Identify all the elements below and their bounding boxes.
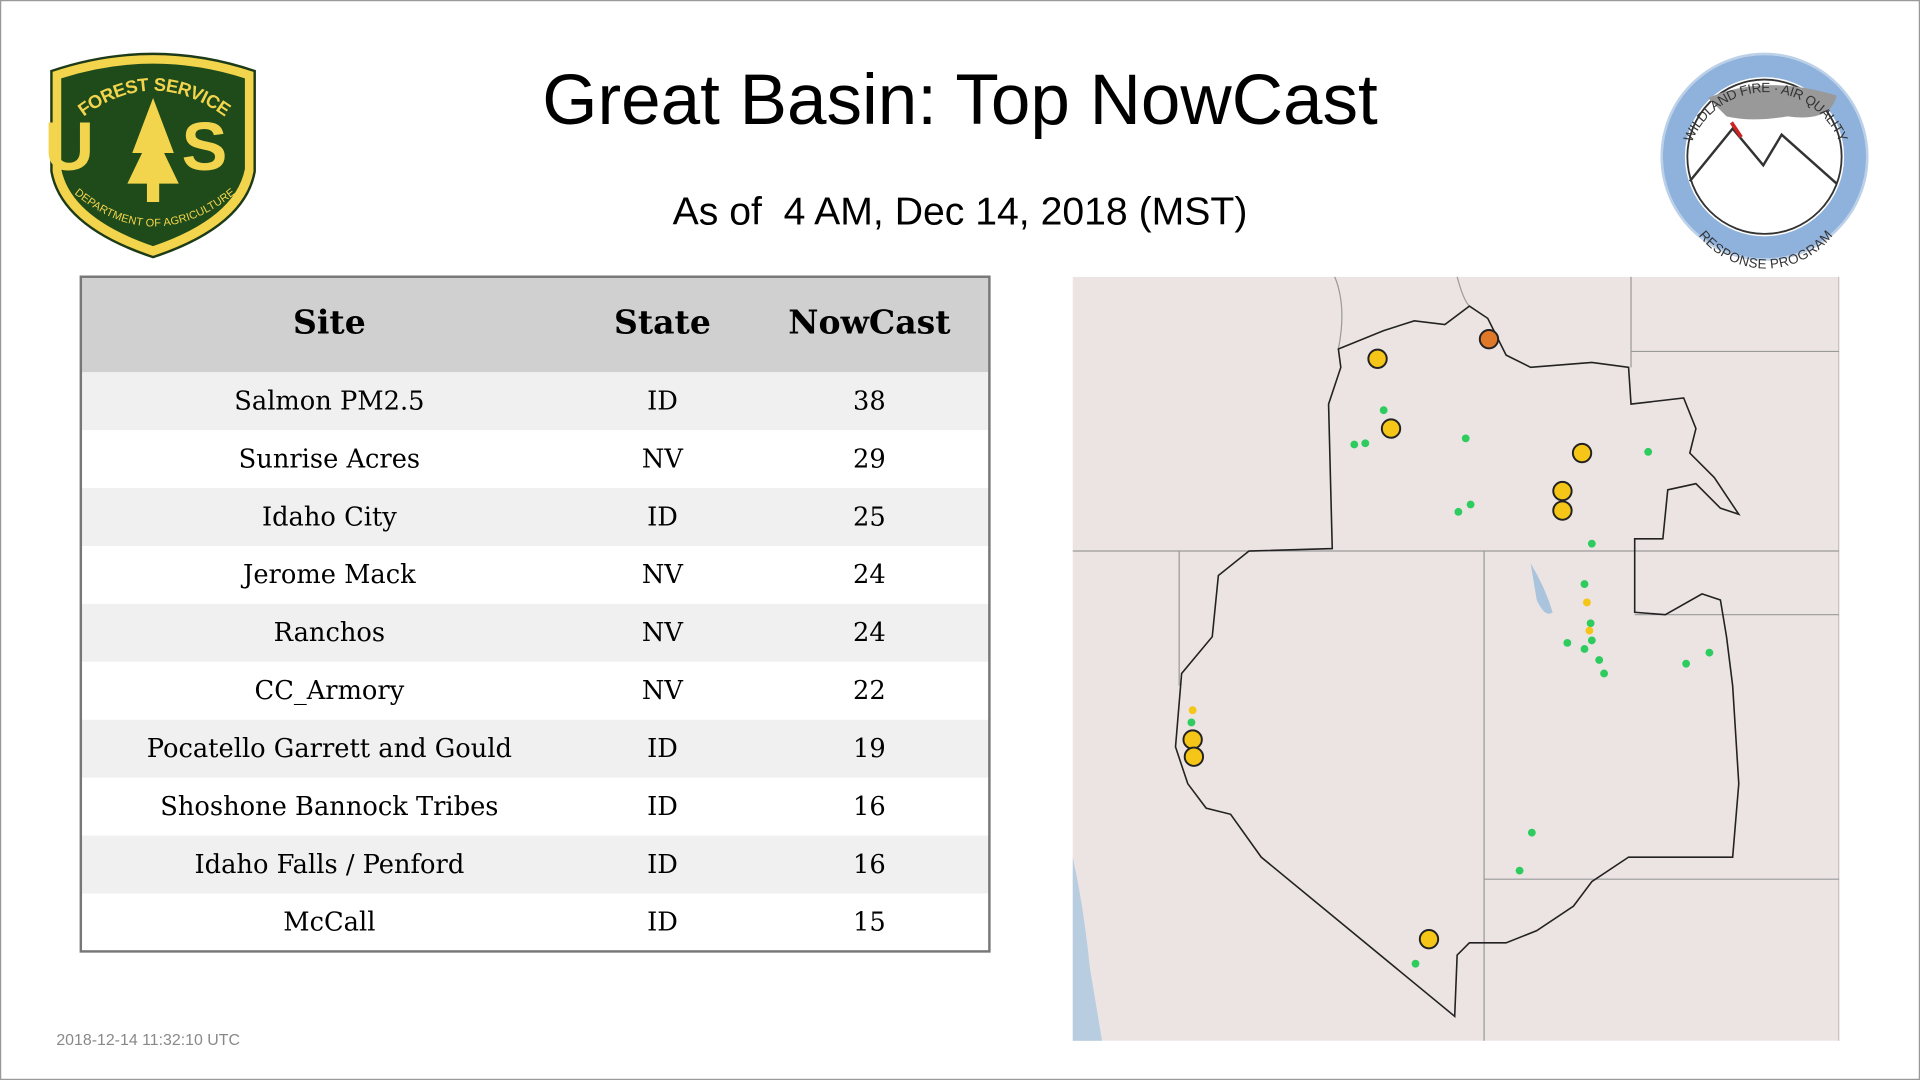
table-cell: ID xyxy=(647,734,678,764)
table-cell: McCall xyxy=(283,908,375,938)
table-border xyxy=(79,275,991,953)
table-row xyxy=(80,603,990,662)
table-cell: 25 xyxy=(853,502,886,532)
table-cell: NV xyxy=(642,618,683,648)
subtitle: As of 4 AM, Dec 14, 2018 (MST) xyxy=(673,191,1248,234)
title: Great Basin: Top NowCast xyxy=(542,61,1378,140)
table-row xyxy=(80,430,990,489)
table-cell: ID xyxy=(647,502,678,532)
table-row xyxy=(80,546,990,604)
table-cell: Idaho Falls / Penford xyxy=(194,850,464,880)
table-cell: Ranchos xyxy=(274,618,385,648)
table-cell: Shoshone Bannock Tribes xyxy=(160,792,498,822)
table-row xyxy=(80,488,990,546)
table-cell: Salmon PM2.5 xyxy=(234,386,424,416)
table-cell: CC_Armory xyxy=(255,676,405,706)
table-header-bg xyxy=(80,276,990,373)
table-cell: NV xyxy=(642,676,683,706)
table-cell: ID xyxy=(647,792,678,822)
table-cell: ID xyxy=(647,908,678,938)
table-cell: Pocatello Garrett and Gould xyxy=(147,734,512,764)
table-cell: 19 xyxy=(853,734,886,764)
table-row xyxy=(80,661,990,720)
table-cell: NV xyxy=(642,444,683,474)
table: Site State NowCast Salmon PM2.5 ID 38 Sunrise … xyxy=(79,275,991,953)
map xyxy=(1072,276,1840,1041)
table-cell: Jerome Mack xyxy=(240,560,416,590)
table-row xyxy=(80,893,990,952)
table-cell: ID xyxy=(647,850,678,880)
table-header-cell: State xyxy=(614,302,711,341)
table-row xyxy=(80,777,990,836)
table-header-cell: Site xyxy=(293,302,366,341)
table-cell: 24 xyxy=(853,560,886,590)
table-cell: Idaho City xyxy=(262,502,397,532)
table-cell: 16 xyxy=(853,850,886,880)
table-header-cell: NowCast xyxy=(788,302,951,341)
table-cell: 22 xyxy=(853,676,886,706)
table-cell: 38 xyxy=(853,386,886,416)
table-cell: Sunrise Acres xyxy=(239,444,420,474)
table-cell: NV xyxy=(642,560,683,590)
table-cell: 29 xyxy=(853,444,886,474)
table-cell: 16 xyxy=(853,792,886,822)
forest-service-logo: FOREST SERVICE U S DEPARTMENT OF AGRICUL… xyxy=(44,52,256,259)
table-row xyxy=(80,835,990,894)
table-cell: ID xyxy=(647,386,678,416)
table-cell: 24 xyxy=(853,618,886,648)
table-row xyxy=(80,719,990,778)
timestamp: 2018-12-14 11:32:10 UTC xyxy=(56,1032,240,1049)
wildland-logo: WILDLAND FIRE · AIR QUALITY RESPONSE PRO… xyxy=(1660,52,1869,271)
table-row xyxy=(80,372,990,431)
table-cell: 15 xyxy=(853,908,886,938)
